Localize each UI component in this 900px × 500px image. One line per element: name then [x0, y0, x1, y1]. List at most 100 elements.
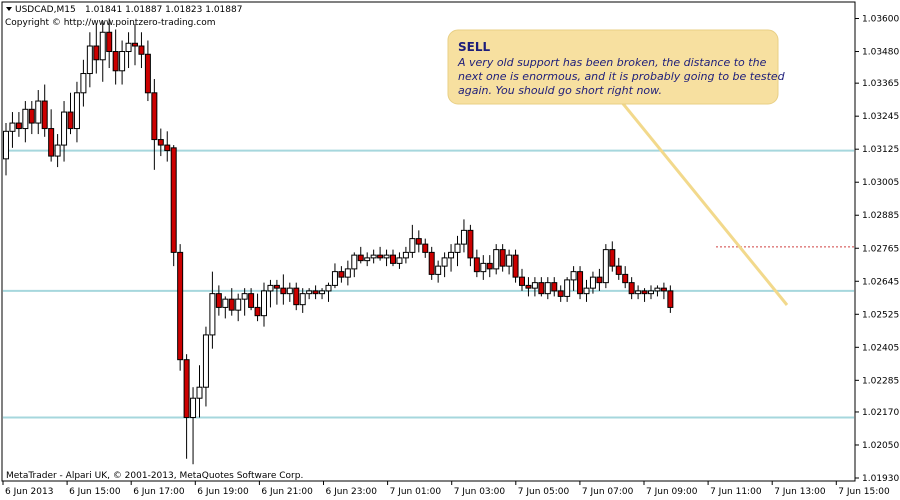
candle: [635, 285, 642, 300]
y-tick-label: 1.03365: [862, 79, 899, 89]
levels-layer: [3, 149, 854, 419]
candle: [241, 288, 248, 316]
x-tick-label: 7 Jun 03:00: [454, 487, 506, 497]
bull-candle-body: [351, 254, 358, 270]
bear-candle-body: [615, 265, 622, 275]
bull-candle-body: [286, 287, 293, 295]
bull-candle-body: [35, 100, 42, 124]
y-tick-label: 1.02525: [862, 310, 899, 320]
x-tick-label: 7 Jun 15:00: [838, 487, 890, 497]
bear-candle-body: [467, 229, 474, 259]
candle: [209, 271, 216, 349]
candle: [183, 354, 190, 459]
x-tick-label: 6 Jun 21:00: [261, 487, 313, 497]
x-tick-label: 7 Jun 11:00: [710, 487, 762, 497]
candle: [422, 238, 429, 258]
candle: [125, 32, 132, 69]
candle: [325, 282, 332, 302]
bear-candle-body: [48, 128, 55, 157]
bear-candle-body: [138, 45, 145, 55]
bear-candle-body: [596, 276, 603, 284]
candle: [577, 266, 584, 300]
candle: [602, 244, 609, 289]
candle: [164, 131, 171, 162]
candle: [99, 21, 106, 82]
bear-candle-body: [499, 249, 506, 267]
candle: [641, 288, 648, 302]
candle: [609, 241, 616, 272]
bull-candle-body: [544, 282, 551, 295]
candle: [306, 288, 313, 300]
bear-candle-body: [525, 284, 532, 289]
bull-candle-body: [209, 293, 216, 336]
bull-candle-body: [119, 51, 126, 72]
y-tick-label: 1.03005: [862, 178, 899, 188]
bear-candle-body: [28, 108, 35, 124]
y-tick-label: 1.01930: [862, 474, 899, 484]
candles-layer: [3, 18, 674, 465]
candle: [660, 282, 667, 300]
candle: [235, 293, 242, 322]
candle: [331, 263, 338, 289]
bull-candle-body: [493, 249, 500, 270]
candle: [215, 285, 222, 316]
bull-candle-body: [331, 271, 338, 286]
bear-candle-body: [622, 273, 629, 284]
candle: [538, 277, 545, 297]
candle: [138, 32, 145, 69]
bear-candle-body: [577, 271, 584, 295]
x-tick-label: 6 Jun 19:00: [197, 487, 249, 497]
candle: [144, 40, 151, 102]
bear-candle-body: [41, 100, 48, 130]
candle: [41, 84, 48, 137]
candle: [557, 285, 564, 302]
bull-candle-body: [589, 276, 596, 289]
candle: [286, 282, 293, 302]
candle: [170, 145, 177, 267]
candle: [248, 288, 255, 311]
candle: [80, 59, 87, 107]
bull-candle-body: [654, 287, 661, 292]
candle: [448, 244, 455, 272]
candle: [544, 277, 551, 300]
bear-candle-body: [609, 249, 616, 267]
annotation-line-1: A very old support has been broken, the …: [457, 56, 767, 69]
annotation-line-2: next one is enormous, and it is probably…: [458, 70, 786, 83]
annotation-pointer-line: [618, 99, 789, 306]
candle: [267, 279, 274, 308]
candle: [54, 134, 61, 168]
candle: [157, 128, 164, 157]
candle: [460, 219, 467, 253]
bull-candle-body: [506, 254, 513, 267]
bear-candle-body: [660, 287, 667, 292]
candle: [486, 255, 493, 278]
window-menu-icon[interactable]: [6, 7, 12, 11]
candle: [119, 40, 126, 85]
candle: [583, 279, 590, 302]
candle: [622, 266, 629, 289]
candle: [202, 326, 209, 407]
bull-candle-body: [383, 254, 390, 259]
candle: [9, 112, 16, 148]
candle: [499, 244, 506, 272]
candle: [396, 252, 403, 269]
bear-candle-body: [248, 293, 255, 308]
bear-candle-body: [415, 238, 422, 245]
candle: [519, 268, 525, 291]
candle: [151, 79, 158, 170]
bull-candle-body: [22, 108, 29, 130]
annotation-line-3: again. You should go short right now.: [458, 84, 662, 97]
axis-layer: 1.03600 1.03480 1.03365 1.03245 1.03125 1.030…: [2, 15, 899, 497]
candle: [473, 249, 480, 278]
candle: [254, 293, 261, 322]
bull-candle-body: [370, 254, 377, 259]
candle: [35, 90, 42, 135]
bear-candle-body: [641, 290, 648, 295]
bull-candle-body: [441, 257, 448, 267]
bear-candle-body: [183, 359, 190, 418]
bull-candle-body: [73, 92, 80, 130]
bull-candle-body: [235, 298, 242, 311]
candle: [467, 224, 474, 267]
bull-candle-body: [9, 122, 16, 132]
